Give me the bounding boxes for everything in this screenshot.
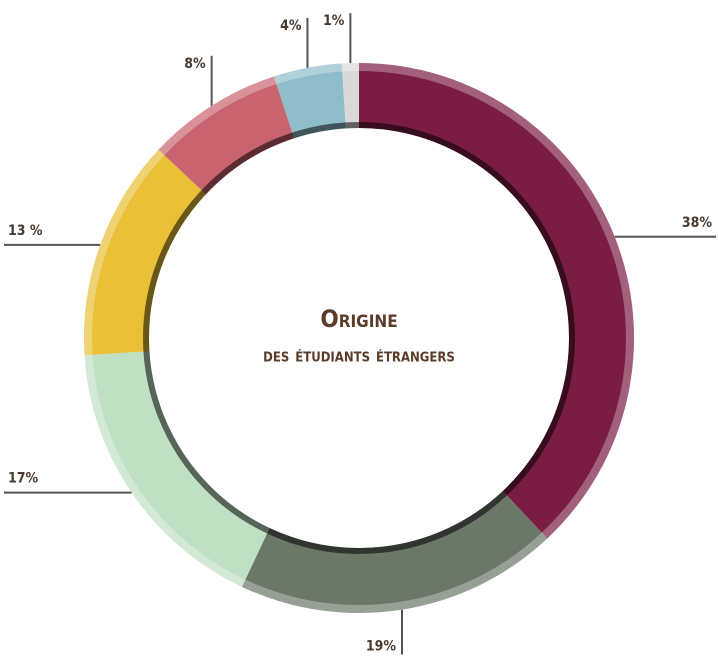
inner-shadow: [143, 122, 575, 554]
value-label: 17%: [8, 471, 39, 487]
chart-title: Origine: [320, 305, 397, 333]
outer-sheen: [84, 63, 634, 613]
donut-segment: [241, 491, 548, 613]
donut-segment: [341, 63, 359, 129]
value-label: 13 %: [8, 223, 43, 239]
donut-segment: [84, 351, 270, 587]
donut-segment: [158, 76, 295, 195]
value-label: 1%: [323, 13, 345, 29]
donut-segment: [359, 63, 634, 539]
chart-subtitle: des étudiants étrangers: [263, 345, 455, 367]
value-label: 38%: [682, 215, 713, 231]
donut: 38% 19% 17% 13 % 8% 4% 1%: [4, 13, 716, 655]
value-label: 8%: [184, 56, 206, 72]
value-label: 19%: [366, 639, 397, 655]
donut-segment: [84, 149, 206, 356]
value-label: 4%: [280, 18, 302, 34]
donut-segment: [274, 63, 346, 139]
